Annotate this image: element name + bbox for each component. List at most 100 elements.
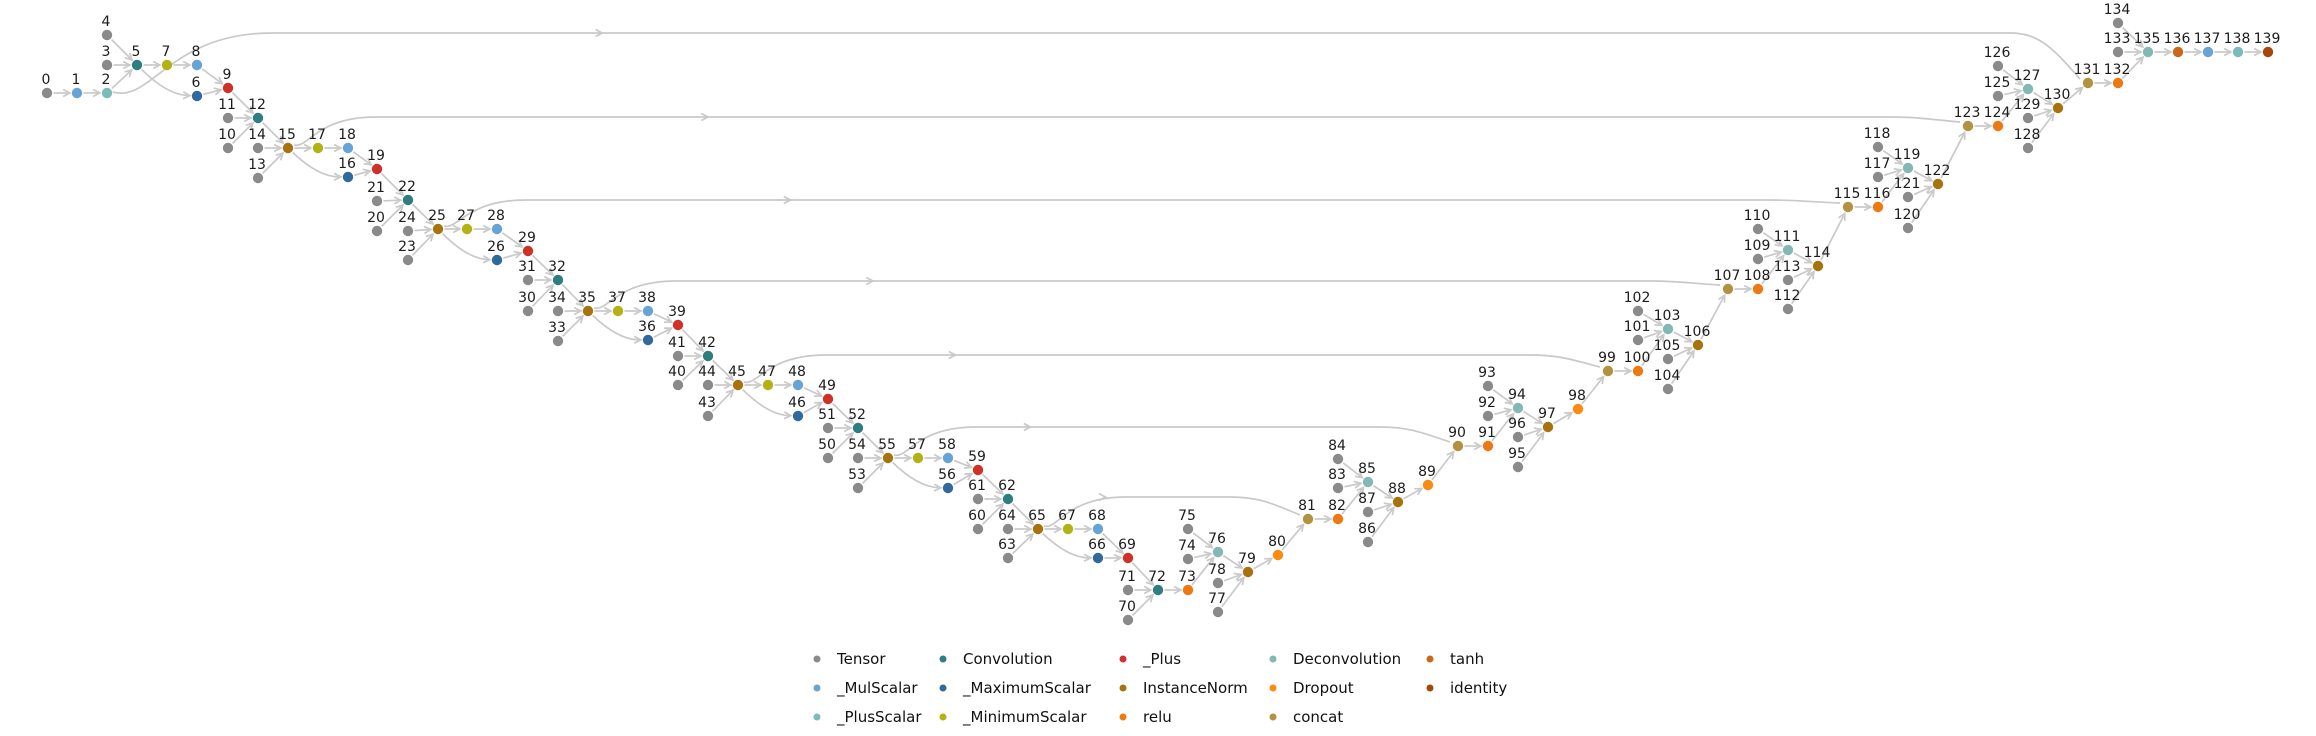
node-62-Convolution: [1002, 493, 1014, 505]
arrowhead-19-22: [395, 187, 405, 197]
arrowhead-21-22: [393, 196, 403, 205]
arrowhead-63-65: [1025, 532, 1035, 542]
node-label-72: 72: [1148, 569, 1166, 585]
edge-63-65: [1012, 534, 1032, 555]
edge-79-80: [1253, 558, 1271, 570]
node-label-92: 92: [1478, 395, 1496, 411]
arrowhead-105-106: [1683, 346, 1694, 355]
arrowhead-56-59: [964, 472, 974, 481]
edge-76-79: [1222, 554, 1241, 568]
arrowhead-84-85: [1354, 470, 1364, 479]
node-48-_MulScalar: [792, 379, 804, 391]
node-label-108: 108: [1744, 268, 1771, 284]
node-15-InstanceNorm: [282, 142, 294, 154]
node-0-Tensor: [41, 87, 53, 99]
node-59-_Plus: [972, 464, 984, 476]
arrowhead-126-127: [2014, 77, 2024, 86]
arrowhead-86-88: [1386, 506, 1395, 516]
edge-13-15: [261, 154, 282, 175]
skip-connection-15-123: [293, 116, 1961, 147]
edge-89-90: [1431, 453, 1453, 481]
skip-connection-35-107: [593, 280, 1721, 310]
edge-6-9: [203, 89, 220, 96]
arrowhead-39-42: [695, 343, 705, 353]
node-label-126: 126: [1984, 45, 2011, 61]
arrowhead-28-29: [514, 239, 524, 248]
arrowhead-79-80: [1264, 557, 1274, 566]
node-label-33: 33: [548, 320, 566, 336]
arrowhead-41-42: [693, 351, 703, 361]
node-5-Convolution: [131, 59, 143, 71]
node-95-Tensor: [1512, 461, 1524, 473]
arrowhead-130-131: [2074, 86, 2084, 95]
edge-121-122: [1913, 186, 1930, 196]
node-label-51: 51: [818, 407, 836, 423]
arrowhead-72-73: [1173, 585, 1183, 595]
node-label-122: 122: [1924, 163, 1951, 179]
arrowhead-58-59: [963, 461, 974, 469]
node-label-121: 121: [1894, 176, 1921, 192]
edge-80-81: [1281, 525, 1303, 551]
node-111-Deconvolution: [1782, 244, 1794, 256]
arrowhead-59-62: [995, 486, 1005, 496]
edge-92-94: [1494, 409, 1510, 416]
node-label-96: 96: [1508, 416, 1526, 432]
node-123-concat: [1962, 120, 1974, 132]
arrowhead-65-67: [1053, 524, 1063, 534]
arrowhead-60-62: [995, 502, 1005, 512]
node-label-68: 68: [1088, 508, 1106, 524]
node-label-79: 79: [1238, 551, 1256, 567]
node-98-Dropout: [1572, 403, 1584, 415]
edge-130-131: [2062, 88, 2082, 105]
arrowhead-67-68: [1083, 524, 1093, 534]
node-47-_MinimumScalar: [762, 379, 774, 391]
node-label-132: 132: [2104, 62, 2131, 78]
legend-swatch-_Plus: [1119, 655, 1127, 663]
legend-label-identity: identity: [1450, 679, 1507, 697]
arrowhead-94-97: [1534, 416, 1544, 425]
node-label-36: 36: [638, 319, 656, 335]
node-107-concat: [1722, 283, 1734, 295]
node-label-66: 66: [1088, 537, 1106, 553]
node-label-89: 89: [1418, 464, 1436, 480]
node-20-Tensor: [371, 225, 383, 237]
arrowhead-104-106: [1686, 349, 1695, 359]
node-33-Tensor: [552, 335, 564, 347]
node-131-concat: [2082, 77, 2094, 89]
edge-8-9: [201, 68, 221, 84]
node-label-25: 25: [428, 208, 446, 224]
node-43-Tensor: [702, 410, 714, 422]
node-label-123: 123: [1954, 105, 1981, 121]
node-label-88: 88: [1388, 481, 1406, 497]
skip-connection-45-99: [743, 354, 1601, 384]
edge-109-111: [1763, 251, 1780, 258]
arrowhead-1-2: [92, 88, 102, 98]
node-label-48: 48: [788, 364, 806, 380]
node-100-relu: [1632, 365, 1644, 377]
node-label-118: 118: [1864, 126, 1891, 142]
node-label-99: 99: [1598, 350, 1616, 366]
arrowhead-125-127: [2013, 87, 2023, 97]
arrowhead-52-55: [875, 445, 885, 455]
node-label-44: 44: [698, 364, 716, 380]
edge-50-52: [831, 434, 852, 455]
arrowhead-90-91: [1473, 441, 1483, 451]
node-27-_MinimumScalar: [461, 223, 473, 235]
arrowhead-106-107: [1717, 293, 1726, 303]
edge-70-72: [1131, 596, 1152, 617]
node-34-Tensor: [552, 305, 564, 317]
node-115-concat: [1842, 201, 1854, 213]
arrowhead-136-137: [2193, 47, 2203, 57]
node-125-Tensor: [1992, 90, 2004, 102]
edge-73-76: [1191, 558, 1213, 586]
edge-116-119: [1881, 175, 1903, 203]
node-55-InstanceNorm: [882, 452, 894, 464]
node-44-Tensor: [702, 379, 714, 391]
node-label-131: 131: [2074, 62, 2101, 78]
arrowhead-24-25: [423, 225, 433, 235]
arrowhead-36-39: [664, 327, 674, 335]
node-label-69: 69: [1118, 537, 1136, 553]
skip-arrowhead-15-123: [700, 112, 710, 122]
